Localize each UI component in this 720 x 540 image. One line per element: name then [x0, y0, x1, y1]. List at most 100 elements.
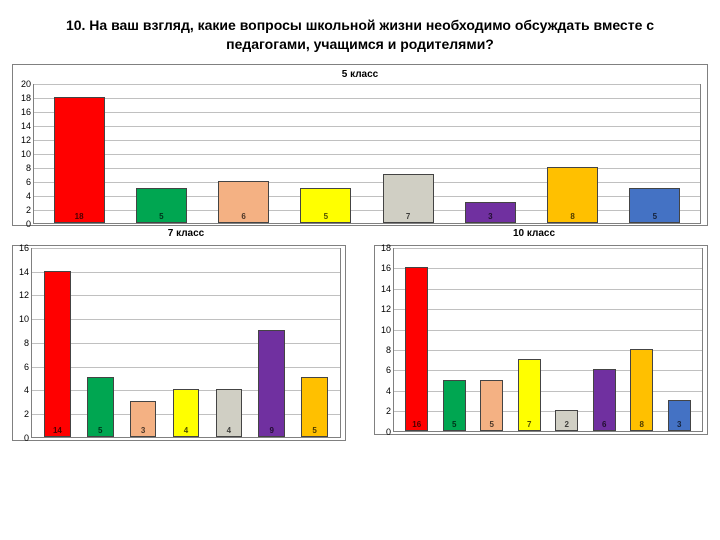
bar-slot: 3 [449, 202, 531, 223]
y-tick-label: 12 [21, 135, 34, 145]
chart-title-7klass: 7 класс [12, 228, 360, 239]
bar-slot: 5 [120, 188, 202, 223]
y-tick-label: 6 [26, 177, 34, 187]
bar-slot: 14 [36, 271, 79, 437]
y-tick-label: 10 [19, 314, 32, 324]
chart-5klass: 5 класс 02468101214161820185657385 [12, 64, 708, 226]
bar: 5 [443, 380, 466, 431]
plot-area: 02468101214161820185657385 [33, 84, 701, 224]
bar-value-label: 7 [527, 420, 531, 429]
y-tick-label: 18 [21, 93, 34, 103]
bar-slot: 5 [285, 188, 367, 223]
bar-value-label: 5 [312, 426, 316, 435]
bar-value-label: 4 [227, 426, 231, 435]
bar-value-label: 4 [184, 426, 188, 435]
top-chart-container: 5 класс 02468101214161820185657385 [0, 64, 720, 226]
bar-value-label: 5 [490, 420, 494, 429]
bar-slot: 6 [586, 369, 624, 430]
y-tick-label: 8 [26, 163, 34, 173]
bar-value-label: 9 [269, 426, 273, 435]
bar-slot: 8 [623, 349, 661, 431]
bar-value-label: 6 [241, 212, 245, 221]
y-tick-label: 14 [19, 267, 32, 277]
bar-value-label: 3 [488, 212, 492, 221]
y-tick-label: 16 [21, 107, 34, 117]
y-tick-label: 4 [24, 385, 32, 395]
bar: 7 [383, 174, 434, 223]
bar-slot: 5 [293, 377, 336, 436]
bar-slot: 4 [165, 389, 208, 437]
bar: 5 [629, 188, 680, 223]
bar: 3 [130, 401, 157, 437]
plot-area: 024681012141614534495 [31, 248, 341, 438]
bar-slot: 5 [473, 380, 511, 431]
bar: 6 [218, 181, 269, 223]
bar-value-label: 16 [412, 420, 421, 429]
bar-value-label: 3 [141, 426, 145, 435]
y-tick-label: 6 [24, 362, 32, 372]
bar-value-label: 5 [159, 212, 163, 221]
y-tick-label: 8 [24, 338, 32, 348]
bar: 5 [136, 188, 187, 223]
bar: 5 [480, 380, 503, 431]
bar: 3 [465, 202, 516, 223]
bar-slot: 16 [398, 267, 436, 431]
bottom-titles-row: 7 класс 10 класс [0, 228, 720, 239]
y-tick-label: 8 [386, 345, 394, 355]
y-tick-label: 0 [26, 219, 34, 229]
y-tick-label: 14 [381, 284, 394, 294]
y-tick-label: 16 [381, 263, 394, 273]
bar-value-label: 5 [324, 212, 328, 221]
bar-slot: 7 [367, 174, 449, 223]
y-tick-label: 14 [21, 121, 34, 131]
y-tick-label: 2 [26, 205, 34, 215]
bar-value-label: 14 [53, 426, 62, 435]
bar-value-label: 8 [570, 212, 574, 221]
y-tick-label: 10 [21, 149, 34, 159]
bar: 16 [405, 267, 428, 431]
bar: 14 [44, 271, 71, 437]
y-tick-label: 4 [386, 386, 394, 396]
y-tick-label: 2 [24, 409, 32, 419]
bar: 5 [301, 377, 328, 436]
bar: 5 [300, 188, 351, 223]
chart-title-5klass: 5 класс [13, 65, 707, 82]
bar: 8 [547, 167, 598, 223]
bar-value-label: 5 [98, 426, 102, 435]
bar: 18 [54, 97, 105, 223]
bar-slot: 8 [532, 167, 614, 223]
bars-container: 18 5 6 5 7 3 8 5 [34, 84, 700, 223]
y-tick-label: 12 [381, 304, 394, 314]
bar-slot: 7 [511, 359, 549, 431]
bar-value-label: 7 [406, 212, 410, 221]
bar-slot: 2 [548, 410, 586, 430]
y-tick-label: 10 [381, 325, 394, 335]
bar: 9 [258, 330, 285, 437]
bar-slot: 5 [614, 188, 696, 223]
bars-container: 14 5 3 4 4 9 5 [32, 248, 340, 437]
y-tick-label: 12 [19, 290, 32, 300]
bar-value-label: 5 [452, 420, 456, 429]
bottom-charts-row: 024681012141614534495 024681012141618165… [0, 245, 720, 441]
chart-7klass: 024681012141614534495 [12, 245, 346, 441]
y-tick-label: 18 [381, 243, 394, 253]
bar: 5 [87, 377, 114, 436]
bars-container: 165572683 [394, 248, 702, 431]
bar-value-label: 2 [565, 420, 569, 429]
bar: 4 [216, 389, 243, 437]
bar-value-label: 5 [653, 212, 657, 221]
bar-value-label: 6 [602, 420, 606, 429]
bar-slot: 3 [122, 401, 165, 437]
chart-title-10klass: 10 класс [360, 228, 708, 239]
chart-10klass: 024681012141618165572683 [374, 245, 708, 435]
y-tick-label: 0 [386, 427, 394, 437]
chart-plot-10klass: 024681012141618165572683 [375, 246, 707, 432]
bar: 6 [593, 369, 616, 430]
bar-slot: 18 [38, 97, 120, 223]
bar: 4 [173, 389, 200, 437]
bar: 8 [630, 349, 653, 431]
bar-slot: 9 [250, 330, 293, 437]
y-tick-label: 16 [19, 243, 32, 253]
y-tick-label: 6 [386, 365, 394, 375]
bar: 7 [518, 359, 541, 431]
